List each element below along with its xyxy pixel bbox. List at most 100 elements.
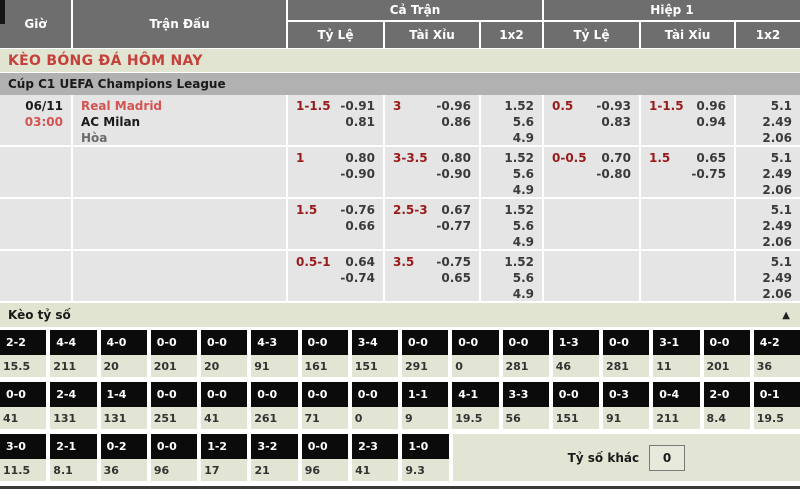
score-label: 0-0 [201, 330, 248, 355]
score-odds-cell[interactable]: 0-0 281 [603, 330, 650, 377]
h1-handicap-cell[interactable] [544, 199, 641, 249]
score-odds-cell[interactable]: 0-0 161 [301, 330, 348, 377]
h1-total-line: 1.5 [649, 151, 671, 165]
score-odds-value: 17 [201, 459, 248, 481]
ft-1x2-cell[interactable]: 1.52 5.6 4.9 [481, 147, 544, 197]
score-odds-cell[interactable]: 2-2 15.5 [0, 330, 47, 377]
score-odds-cell[interactable]: 2-0 8.4 [703, 382, 750, 429]
score-odds-value: 281 [603, 355, 650, 377]
score-odds-cell[interactable]: 1-1 9 [402, 382, 449, 429]
score-odds-cell[interactable]: 4-1 19.5 [452, 382, 499, 429]
ft-over-under-cell[interactable]: 2.5-3 0.67 -0.77 [385, 199, 481, 249]
score-odds-cell[interactable]: 4-3 91 [251, 330, 298, 377]
ft-handicap-cell[interactable]: 1 0.80 -0.90 [288, 147, 385, 197]
score-odds-value: 251 [150, 407, 197, 429]
score-odds-cell[interactable]: 2-4 131 [50, 382, 97, 429]
score-odds-cell[interactable]: 1-3 46 [552, 330, 599, 377]
ft-under-odd: 0.65 [441, 271, 471, 285]
score-odds-value: 201 [703, 355, 750, 377]
column-group-full-time: Cả Trận Tỷ Lệ Tài Xỉu 1x2 [288, 0, 544, 48]
score-odds-cell[interactable]: 4-4 211 [50, 330, 97, 377]
ft-1x2-home-odd: 1.52 [504, 99, 534, 113]
ft-handicap-odd-away: -0.90 [340, 167, 375, 181]
h1-over-odd: 0.65 [696, 151, 726, 165]
ft-over-under-cell[interactable]: 3.5 -0.75 0.65 [385, 251, 481, 301]
score-odds-cell[interactable]: 0-0 96 [150, 434, 198, 481]
score-odds-cell[interactable]: 0-0 251 [150, 382, 197, 429]
score-odds-cell[interactable]: 0-0 201 [703, 330, 750, 377]
ft-1x2-home-odd: 1.52 [504, 203, 534, 217]
score-odds-cell[interactable]: 3-3 56 [502, 382, 549, 429]
score-odds-value: 19.5 [753, 407, 800, 429]
score-label: 0-0 [150, 330, 197, 355]
h1-1x2-cell[interactable]: 5.1 2.49 2.06 [736, 251, 800, 301]
away-team[interactable]: AC Milan [81, 115, 141, 129]
match-time-cell [0, 199, 73, 249]
score-odds-value: 41 [352, 459, 399, 481]
score-odds-cell[interactable]: 3-4 151 [351, 330, 398, 377]
other-score-value-box[interactable]: 0 [649, 444, 686, 471]
ft-handicap-cell[interactable]: 1.5 -0.76 0.66 [288, 199, 385, 249]
score-label: 0-0 [402, 330, 449, 355]
collapse-arrow-icon[interactable]: ▲ [782, 309, 790, 321]
league-header[interactable]: Cúp C1 UEFA Champions League [0, 73, 800, 95]
score-odds-cell[interactable]: 1-4 131 [100, 382, 147, 429]
score-odds-cell[interactable]: 0-0 71 [301, 382, 348, 429]
ft-handicap-cell[interactable]: 0.5-1 0.64 -0.74 [288, 251, 385, 301]
score-odds-cell[interactable]: 0-0 0 [452, 330, 499, 377]
other-score-area: Tỷ số khác 0 [452, 434, 800, 481]
score-odds-cell[interactable]: 0-0 0 [351, 382, 398, 429]
score-odds-cell[interactable]: 0-3 91 [603, 382, 650, 429]
h1-handicap-odd-home: -0.93 [596, 99, 631, 113]
score-odds-value: 0 [452, 355, 499, 377]
score-label: 0-0 [452, 330, 499, 355]
score-odds-cell[interactable]: 3-2 21 [251, 434, 298, 481]
score-odds-cell[interactable]: 0-0 41 [201, 382, 248, 429]
score-odds-cell[interactable]: 0-0 96 [301, 434, 349, 481]
score-odds-cell[interactable]: 4-2 36 [753, 330, 800, 377]
score-odds-cell[interactable]: 2-1 8.1 [50, 434, 97, 481]
h1-1x2-cell[interactable]: 5.1 2.49 2.06 [736, 147, 800, 197]
score-odds-cell[interactable]: 0-0 41 [0, 382, 47, 429]
page-title: KÈO BÓNG ĐÁ HÔM NAY [8, 52, 203, 69]
ft-1x2-cell[interactable]: 1.52 5.6 4.9 [481, 251, 544, 301]
score-odds-cell[interactable]: 3-0 11.5 [0, 434, 47, 481]
score-odds-cell[interactable]: 0-0 151 [552, 382, 599, 429]
score-odds-cell[interactable]: 0-4 211 [653, 382, 700, 429]
ft-1x2-cell[interactable]: 1.52 5.6 4.9 [481, 95, 544, 145]
h1-1x2-cell[interactable]: 5.1 2.49 2.06 [736, 95, 800, 145]
score-odds-cell[interactable]: 1-0 9.3 [402, 434, 449, 481]
score-odds-cell[interactable]: 4-0 20 [100, 330, 147, 377]
score-odds-cell[interactable]: 0-0 20 [201, 330, 248, 377]
h1-handicap-line: 0-0.5 [552, 151, 587, 165]
h1-handicap-odd-away: 0.83 [601, 115, 631, 129]
score-odds-cell[interactable]: 3-1 11 [653, 330, 700, 377]
h1-over-under-cell[interactable] [641, 251, 736, 301]
correct-score-grid: 2-2 15.5 4-4 211 4-0 20 0-0 201 [0, 327, 800, 481]
h1-handicap-cell[interactable]: 0.5 -0.93 0.83 [544, 95, 641, 145]
ft-handicap-odd-home: -0.76 [340, 203, 375, 217]
score-odds-value: 56 [502, 407, 549, 429]
ft-over-under-cell[interactable]: 3 -0.96 0.86 [385, 95, 481, 145]
score-odds-cell[interactable]: 0-0 201 [150, 330, 197, 377]
h1-over-under-cell[interactable]: 1-1.5 0.96 0.94 [641, 95, 736, 145]
ft-handicap-cell[interactable]: 1-1.5 -0.91 0.81 [288, 95, 385, 145]
score-odds-cell[interactable]: 0-0 291 [402, 330, 449, 377]
ft-over-odd: 0.80 [441, 151, 471, 165]
h1-over-under-cell[interactable] [641, 199, 736, 249]
score-label: 0-0 [150, 382, 197, 407]
h1-handicap-cell[interactable]: 0-0.5 0.70 -0.80 [544, 147, 641, 197]
ft-over-under-cell[interactable]: 3-3.5 0.80 -0.90 [385, 147, 481, 197]
score-odds-cell[interactable]: 0-0 281 [502, 330, 549, 377]
score-odds-cell[interactable]: 0-0 261 [251, 382, 298, 429]
h1-handicap-cell[interactable] [544, 251, 641, 301]
h1-1x2-cell[interactable]: 5.1 2.49 2.06 [736, 199, 800, 249]
score-odds-cell[interactable]: 1-2 17 [201, 434, 248, 481]
score-odds-cell[interactable]: 0-1 19.5 [753, 382, 800, 429]
ft-1x2-cell[interactable]: 1.52 5.6 4.9 [481, 199, 544, 249]
score-odds-value: 131 [50, 407, 97, 429]
score-odds-cell[interactable]: 0-2 36 [100, 434, 147, 481]
score-odds-cell[interactable]: 2-3 41 [352, 434, 399, 481]
home-team[interactable]: Real Madrid [81, 99, 163, 113]
h1-over-under-cell[interactable]: 1.5 0.65 -0.75 [641, 147, 736, 197]
